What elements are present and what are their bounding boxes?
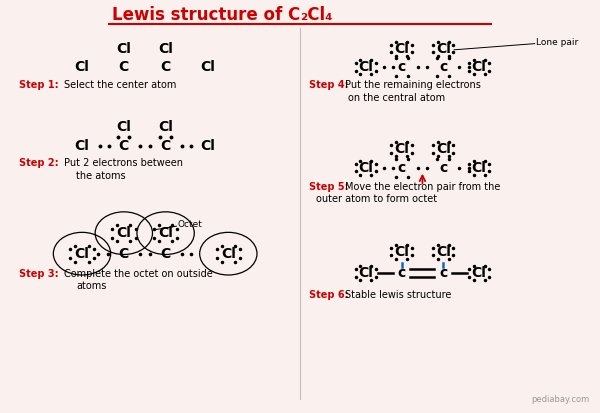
Text: Step 1:: Step 1: [19, 81, 59, 90]
Text: c: c [439, 60, 448, 74]
Text: C: C [119, 60, 129, 74]
Text: Move the electron pair from the: Move the electron pair from the [345, 182, 500, 192]
Text: c: c [397, 161, 406, 175]
Text: Cl: Cl [472, 60, 487, 74]
Text: Cl: Cl [116, 42, 131, 56]
Text: Cl: Cl [358, 266, 373, 280]
Text: Cl: Cl [436, 244, 451, 259]
Text: Cl: Cl [200, 139, 215, 153]
Text: Lone pair: Lone pair [536, 38, 578, 47]
Text: Octet: Octet [178, 221, 202, 230]
Text: Complete the octet on outside: Complete the octet on outside [64, 269, 213, 279]
Text: Step 3:: Step 3: [19, 269, 59, 279]
Text: Cl: Cl [158, 42, 173, 56]
Text: Stable lewis structure: Stable lewis structure [345, 290, 451, 300]
Text: Cl: Cl [436, 42, 451, 56]
Text: Cl: Cl [472, 161, 487, 175]
Text: Cl: Cl [74, 139, 89, 153]
Text: Cl: Cl [116, 120, 131, 134]
Text: Cl: Cl [221, 247, 236, 261]
Text: outer atom to form octet: outer atom to form octet [316, 194, 437, 204]
Text: Cl: Cl [472, 266, 487, 280]
Text: Cl: Cl [74, 60, 89, 74]
Text: c: c [439, 266, 448, 280]
Text: Step 6:: Step 6: [309, 290, 349, 300]
Text: Cl: Cl [358, 60, 373, 74]
Text: C: C [119, 247, 129, 261]
Text: c: c [397, 60, 406, 74]
Text: C: C [161, 60, 171, 74]
Text: C: C [161, 247, 171, 261]
Text: Lewis structure of C: Lewis structure of C [112, 6, 300, 24]
Text: Cl: Cl [394, 244, 409, 259]
Text: Cl: Cl [200, 60, 215, 74]
Text: C: C [161, 139, 171, 153]
Text: Cl: Cl [394, 142, 409, 156]
Text: Put the remaining electrons: Put the remaining electrons [345, 81, 481, 90]
Text: Step 5:: Step 5: [309, 182, 349, 192]
Text: on the central atom: on the central atom [348, 93, 445, 103]
Text: pediabay.com: pediabay.com [532, 395, 590, 404]
Text: Cl: Cl [74, 247, 89, 261]
Text: Step 2:: Step 2: [19, 159, 59, 169]
Text: c: c [397, 266, 406, 280]
Text: Select the center atom: Select the center atom [64, 81, 176, 90]
Text: Cl: Cl [436, 142, 451, 156]
Text: ₂Cl₄: ₂Cl₄ [300, 6, 332, 24]
Text: atoms: atoms [76, 282, 106, 292]
Text: C: C [119, 139, 129, 153]
Text: Cl: Cl [158, 120, 173, 134]
Text: Put 2 electrons between: Put 2 electrons between [64, 159, 183, 169]
Text: Cl: Cl [116, 226, 131, 240]
Text: c: c [439, 161, 448, 175]
Text: Cl: Cl [158, 226, 173, 240]
Text: Cl: Cl [394, 42, 409, 56]
Text: the atoms: the atoms [76, 171, 125, 181]
Text: Step 4:: Step 4: [309, 81, 349, 90]
Text: Cl: Cl [358, 161, 373, 175]
